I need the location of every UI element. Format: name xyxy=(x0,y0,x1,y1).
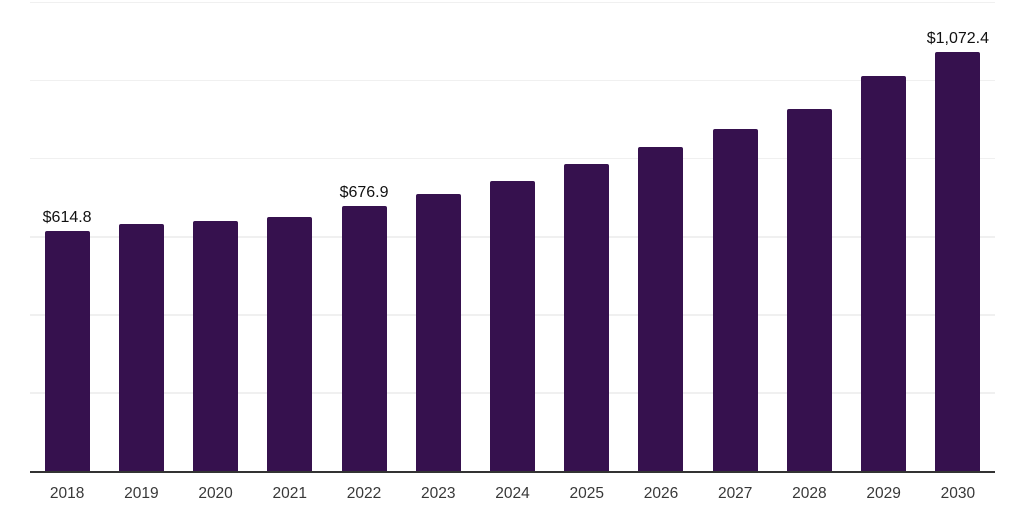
x-tick-label-2029: 2029 xyxy=(866,485,901,502)
bar-2020 xyxy=(193,221,239,471)
gridline xyxy=(30,157,995,160)
bar-2030 xyxy=(935,51,981,471)
bar-2025 xyxy=(564,164,610,471)
gridline xyxy=(30,79,995,82)
x-tick-label-2019: 2019 xyxy=(124,485,159,502)
x-tick-label-2024: 2024 xyxy=(495,485,530,502)
bar-2018 xyxy=(44,230,90,471)
bar-value-label-2018: $614.8 xyxy=(42,208,92,226)
x-tick-label-2028: 2028 xyxy=(792,485,827,502)
x-tick-label-2021: 2021 xyxy=(272,485,308,502)
x-tick-label-2018: 2018 xyxy=(49,485,85,502)
bar-2021 xyxy=(267,216,313,471)
x-tick-label-2026: 2026 xyxy=(643,485,679,502)
x-tick-label-2022: 2022 xyxy=(346,485,382,502)
bar-2028 xyxy=(786,109,832,471)
plot-area: $614.8 $676.9 $1,072.4 xyxy=(30,1,995,473)
bar-2027 xyxy=(712,128,758,471)
bar-2026 xyxy=(638,146,684,471)
bar-2022 xyxy=(341,206,387,471)
x-tick-label-2027: 2027 xyxy=(717,485,753,502)
bar-value-label-2030: $1,072.4 xyxy=(926,29,990,47)
bar-2029 xyxy=(861,75,907,471)
bar-value-label-2022: $676.9 xyxy=(339,184,389,202)
bar-2024 xyxy=(490,181,535,471)
gridline xyxy=(30,1,995,3)
x-tick-label-2023: 2023 xyxy=(421,485,456,502)
x-tick-label-2030: 2030 xyxy=(940,485,976,502)
x-tick-label-2025: 2025 xyxy=(569,485,604,502)
bar-2023 xyxy=(415,194,461,471)
bar-2019 xyxy=(118,224,164,471)
x-tick-label-2020: 2020 xyxy=(198,485,233,502)
x-axis: 2018 2019 2020 2021 2022 2023 2024 2025 2026 2027… xyxy=(30,473,995,503)
